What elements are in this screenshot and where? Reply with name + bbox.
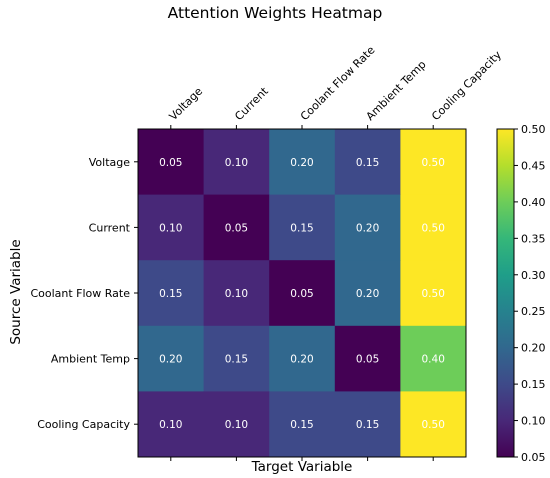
heatmap-cell-labels: 0.05 0.10 0.20 0.15 0.50 0.10 0.05 0.15 0.20 0.50… — [159, 157, 445, 431]
y-axis-label: Source Variable — [8, 239, 24, 344]
x-tick-label: Cooling Capacity — [429, 48, 504, 123]
cell-value-label: 0.20 — [356, 222, 379, 234]
y-tick-label: Coolant Flow Rate — [30, 287, 130, 300]
cell-value-label: 0.15 — [356, 419, 379, 431]
heatmap-cell — [269, 260, 336, 327]
colorbar-tick-label: 0.30 — [521, 269, 546, 282]
cell-value-label: 0.10 — [225, 419, 248, 431]
cell-value-label: 0.10 — [159, 419, 182, 431]
cell-value-label: 0.15 — [356, 157, 379, 169]
cell-value-label: 0.10 — [225, 288, 248, 300]
colorbar-tick-label: 0.35 — [521, 232, 546, 245]
heatmap-cell — [334, 391, 401, 458]
y-tick-label: Voltage — [89, 156, 130, 169]
heatmap-cell — [334, 325, 401, 392]
cell-value-label: 0.20 — [290, 354, 313, 366]
cell-value-label: 0.40 — [422, 354, 445, 366]
heatmap-cell — [334, 129, 401, 196]
y-tick-label: Current — [89, 221, 131, 234]
heatmap-cell — [138, 325, 205, 392]
heatmap-cell — [400, 325, 467, 392]
colorbar-tick-label: 0.05 — [521, 451, 546, 464]
heatmap-cell — [138, 391, 205, 458]
cell-value-label: 0.50 — [422, 157, 445, 169]
heatmap-cell — [334, 194, 401, 261]
heatmap-cell — [334, 260, 401, 327]
heatmap-cell — [203, 129, 270, 196]
colorbar-tick-label: 0.40 — [521, 196, 546, 209]
heatmap-cell — [400, 391, 467, 458]
heatmap-cell — [400, 260, 467, 327]
x-axis-label: Target Variable — [251, 459, 353, 475]
heatmap-cell — [138, 194, 205, 261]
cell-value-label: 0.15 — [290, 222, 313, 234]
heatmap-cell — [400, 129, 467, 196]
colorbar-ticks: 0.05 0.10 0.15 0.20 0.25 0.30 0.35 0.40 0.45 0.50 — [514, 123, 546, 464]
cell-value-label: 0.15 — [225, 354, 248, 366]
heatmap-cell — [269, 129, 336, 196]
cell-value-label: 0.05 — [356, 354, 379, 366]
cell-value-label: 0.50 — [422, 288, 445, 300]
cell-value-label: 0.20 — [290, 157, 313, 169]
colorbar-tick-label: 0.25 — [521, 305, 546, 318]
colorbar-tick-label: 0.20 — [521, 342, 546, 355]
heatmap-cell — [203, 194, 270, 261]
heatmap-cell — [138, 260, 205, 327]
heatmap-cell — [269, 194, 336, 261]
colorbar — [496, 128, 515, 458]
cell-value-label: 0.15 — [159, 288, 182, 300]
colorbar-tick-label: 0.50 — [521, 123, 546, 136]
cell-value-label: 0.50 — [422, 419, 445, 431]
cell-value-label: 0.20 — [356, 288, 379, 300]
x-tick-label: Ambient Temp — [364, 58, 429, 123]
cell-value-label: 0.50 — [422, 222, 445, 234]
heatmap-cell — [400, 194, 467, 261]
y-axis-ticks: Voltage Current Coolant Flow Rate Ambient T… — [30, 156, 138, 431]
heatmap-cell — [138, 129, 205, 196]
chart-title: Attention Weights Heatmap — [168, 4, 383, 22]
y-tick-label: Ambient Temp — [51, 353, 130, 366]
cell-value-label: 0.05 — [225, 222, 248, 234]
cell-value-label: 0.10 — [225, 157, 248, 169]
cell-value-label: 0.15 — [290, 419, 313, 431]
colorbar-tick-label: 0.15 — [521, 378, 546, 391]
colorbar-tick-label: 0.10 — [521, 415, 546, 428]
heatmap-cell — [203, 260, 270, 327]
cell-value-label: 0.10 — [159, 222, 182, 234]
colorbar-tick-label: 0.45 — [521, 159, 546, 172]
heatmap-cell — [269, 391, 336, 458]
heatmap-cell — [203, 391, 270, 458]
y-tick-label: Cooling Capacity — [37, 418, 130, 431]
heatmap-cells — [138, 129, 467, 458]
x-tick-label: Current — [232, 84, 271, 123]
cell-value-label: 0.20 — [159, 354, 182, 366]
heatmap-cell — [203, 325, 270, 392]
heatmap-cell — [269, 325, 336, 392]
x-tick-label: Voltage — [167, 85, 206, 124]
cell-value-label: 0.05 — [290, 288, 313, 300]
cell-value-label: 0.05 — [159, 157, 182, 169]
